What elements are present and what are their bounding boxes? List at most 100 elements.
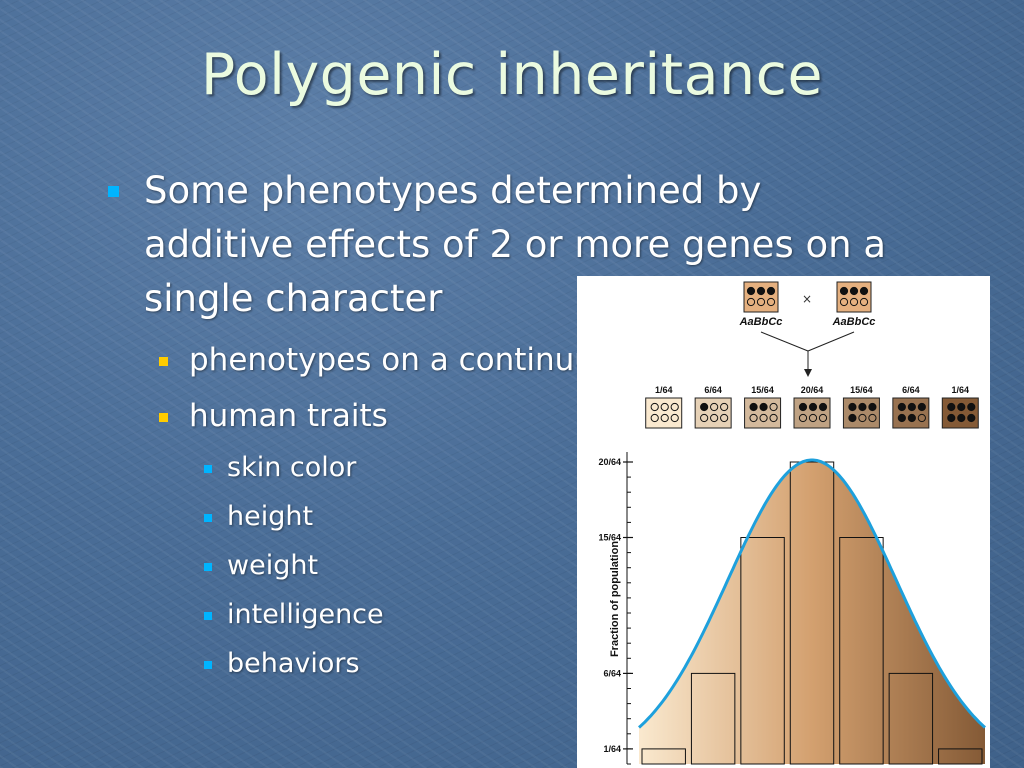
cross-line-right	[807, 331, 855, 352]
y-tick-label: 20/64	[598, 457, 621, 467]
trait-item: intelligence	[227, 599, 384, 630]
dark-allele-dot	[808, 402, 818, 412]
light-allele-dot	[769, 402, 778, 412]
light-allele-dot	[650, 413, 659, 423]
trait-item: skin color	[227, 452, 357, 483]
dark-allele-dot	[967, 413, 976, 423]
dark-allele-dot	[957, 413, 966, 423]
bullet-marker-level3	[204, 465, 212, 473]
offspring-fraction-label: 15/64	[751, 385, 774, 395]
parent-swatch	[836, 281, 872, 313]
dark-allele-dot	[957, 402, 966, 412]
light-allele-dot	[798, 413, 808, 423]
parent-genotype-label: AaBbCc	[739, 316, 783, 328]
offspring-swatch	[694, 397, 732, 429]
dark-allele-dot	[746, 286, 756, 296]
cross-symbol: ×	[802, 292, 812, 306]
y-tick-label: 1/64	[603, 744, 621, 754]
bullet-marker-level3	[204, 563, 212, 571]
dark-allele-dot	[907, 413, 916, 423]
offspring-phenotype	[694, 397, 732, 429]
light-allele-dot	[670, 413, 679, 423]
polygenic-chart: AaBbCc × AaBbCc 1/64 6/64 15/64 20/64 15/64 6…	[598, 281, 987, 765]
dark-allele-dot	[947, 402, 956, 412]
light-allele-dot	[720, 402, 729, 412]
parent-genotype-left: AaBbCc	[739, 281, 783, 328]
light-allele-dot	[756, 297, 766, 307]
offspring-phenotype	[892, 397, 930, 429]
light-allele-dot	[746, 297, 756, 307]
slide-title: Polygenic inheritance	[200, 42, 824, 108]
bullet-marker-level3	[204, 661, 212, 669]
dark-allele-dot	[839, 286, 849, 296]
sub-bullet-continuum: phenotypes on a continuum	[189, 342, 625, 378]
dark-allele-dot	[848, 413, 857, 423]
light-allele-dot	[720, 413, 729, 423]
dark-allele-dot	[947, 413, 956, 423]
light-allele-dot	[759, 413, 768, 423]
main-bullet-line-1: Some phenotypes determined by	[144, 169, 762, 212]
y-axis-label: Fraction of population	[609, 540, 622, 658]
offspring-swatch	[793, 397, 831, 429]
trait-item: weight	[227, 550, 319, 581]
dark-allele-dot	[700, 402, 709, 412]
dark-allele-dot	[756, 286, 766, 296]
light-allele-dot	[766, 297, 776, 307]
light-allele-dot	[670, 402, 679, 412]
light-allele-dot	[769, 413, 778, 423]
light-allele-dot	[868, 413, 877, 423]
histogram-bar	[740, 537, 785, 765]
light-allele-dot	[917, 413, 926, 423]
offspring-swatch	[941, 397, 979, 429]
dark-allele-dot	[759, 402, 768, 412]
light-allele-dot	[710, 413, 719, 423]
dark-allele-dot	[897, 402, 906, 412]
parent-swatch	[743, 281, 779, 313]
histogram-bar	[641, 748, 686, 765]
light-allele-dot	[660, 402, 669, 412]
dark-allele-dot	[868, 402, 877, 412]
bullet-marker-level3	[204, 514, 212, 522]
trait-item: height	[227, 501, 314, 532]
bullet-marker-level2	[159, 413, 168, 422]
y-tick-label: 6/64	[603, 668, 621, 678]
histogram-bar	[888, 672, 934, 765]
dark-allele-dot	[848, 402, 857, 412]
dark-allele-dot	[967, 402, 976, 412]
polygenic-figure: AaBbCc × AaBbCc 1/64 6/64 15/64 20/64 15/64 6…	[577, 276, 990, 768]
bullet-marker-level2	[159, 357, 168, 366]
offspring-fraction-label: 6/64	[902, 385, 920, 395]
offspring-swatch	[645, 397, 683, 429]
histogram-bar	[690, 672, 736, 765]
offspring-phenotype	[645, 397, 683, 429]
offspring-swatch	[744, 397, 782, 429]
offspring-fraction-label: 1/64	[952, 385, 970, 395]
histogram-bar	[789, 461, 835, 765]
light-allele-dot	[858, 413, 867, 423]
light-allele-dot	[660, 413, 669, 423]
offspring-swatch	[892, 397, 930, 429]
dark-allele-dot	[766, 286, 776, 296]
histogram-bar	[839, 537, 884, 765]
curve-fill	[639, 460, 985, 764]
offspring-phenotype	[793, 397, 831, 429]
light-allele-dot	[849, 297, 859, 307]
parent-genotype-right: AaBbCc	[832, 281, 875, 328]
main-bullet-line-2: additive effects of 2 or more genes on a	[144, 223, 887, 266]
light-allele-dot	[749, 413, 758, 423]
dark-allele-dot	[849, 286, 859, 296]
offspring-phenotype	[941, 397, 979, 429]
offspring-swatch	[842, 397, 880, 429]
bullet-marker-level1	[108, 186, 119, 197]
light-allele-dot	[808, 413, 818, 423]
offspring-fraction-label: 1/64	[655, 385, 673, 395]
dark-allele-dot	[897, 413, 906, 423]
dark-allele-dot	[818, 402, 828, 412]
light-allele-dot	[700, 413, 709, 423]
dark-allele-dot	[917, 402, 926, 412]
dark-allele-dot	[858, 402, 867, 412]
main-bullet-line-3: single character	[144, 277, 443, 320]
light-allele-dot	[818, 413, 828, 423]
trait-item: behaviors	[227, 648, 360, 679]
